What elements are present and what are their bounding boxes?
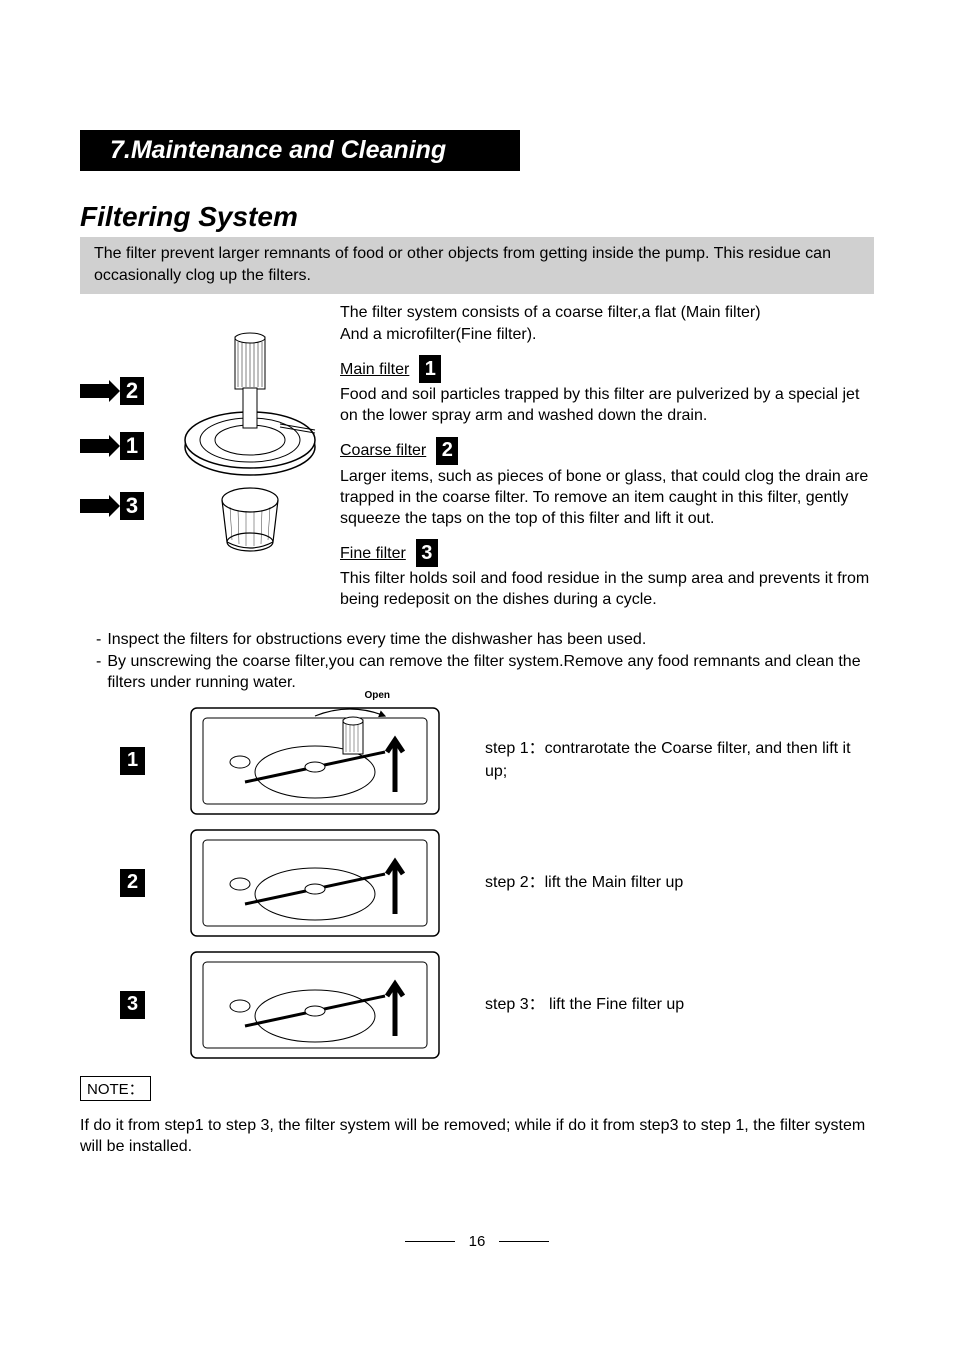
filter-label-row: Fine filter 3 [340,539,874,567]
step-text: step 1：contrarotate the Coarse filter, a… [485,738,874,783]
filter-num-badge: 1 [419,355,441,383]
step-num-badge: 3 [120,991,145,1019]
filter-label-row: Main filter 1 [340,355,874,383]
filter-system-row: 2 1 3 The filter system consists of a coar… [80,302,874,611]
step-text: step 3： lift the Fine filter up [485,994,684,1016]
filter-desc: Larger items, such as pieces of bone or … [340,467,874,529]
steps-container: 1 Open step 1：contrarotate the Coarse fil… [80,702,874,1064]
subsection-title: Filtering System [80,201,874,233]
step-diagram [185,824,445,942]
system-intro-line1: The filter system consists of a coarse f… [340,302,874,324]
filter-num-badge: 3 [416,539,438,567]
intro-box: The filter prevent larger remnants of fo… [80,237,874,294]
step-diagram [185,946,445,1064]
filter-label: Main filter [340,359,409,381]
step-text: step 2：lift the Main filter up [485,872,683,894]
diagram-arrow-2: 2 [80,377,144,405]
step-num-badge: 2 [120,869,145,897]
step-row: 3 step 3： lift the Fine filter up [80,946,874,1064]
bullet-item: -By unscrewing the coarse filter,you can… [96,651,874,694]
system-intro-line2: And a microfilter(Fine filter). [340,324,874,346]
filter-desc: Food and soil particles trapped by this … [340,385,874,427]
diagram-arrow-1: 1 [80,432,144,460]
filter-num-badge: 2 [436,437,458,465]
footer-line-right [499,1241,549,1242]
page-footer: 16 [0,1233,954,1250]
note-label: NOTE： [80,1076,151,1101]
bullet-item: -Inspect the filters for obstructions ev… [96,629,874,651]
bullet-list: -Inspect the filters for obstructions ev… [96,629,874,694]
step-row: 2 step 2：lift the Main filter up [80,824,874,942]
open-label: Open [364,690,390,701]
step-num-badge: 1 [120,747,145,775]
step-row: 1 Open step 1：contrarotate the Coarse fil… [80,702,874,820]
footer-line-left [405,1241,455,1242]
filter-assembly-diagram: 2 1 3 [80,332,320,611]
section-header: 7.Maintenance and Cleaning [80,130,520,171]
filter-label: Coarse filter [340,440,426,462]
diagram-arrow-3: 3 [80,492,144,520]
note-text: If do it from step1 to step 3, the filte… [80,1115,874,1158]
step-diagram: Open [185,702,445,820]
page-number: 16 [469,1233,486,1250]
filter-label-row: Coarse filter 2 [340,437,874,465]
filter-descriptions: The filter system consists of a coarse f… [340,302,874,611]
filter-desc: This filter holds soil and food residue … [340,569,874,611]
filter-label: Fine filter [340,543,406,565]
